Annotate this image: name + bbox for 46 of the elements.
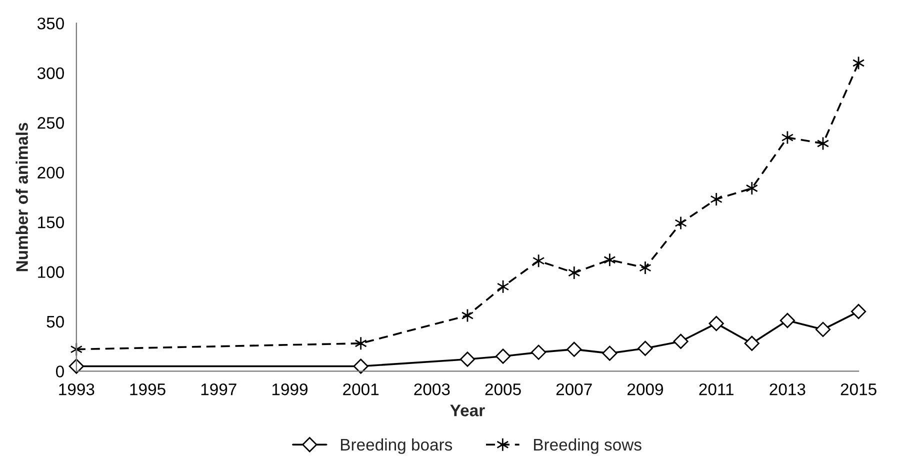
point	[495, 348, 511, 364]
point	[568, 266, 580, 280]
point	[781, 130, 794, 144]
x-tick-label: 2001	[343, 383, 379, 396]
x-tick-label: 2003	[414, 383, 450, 396]
point	[673, 334, 688, 349]
x-tick-label: 1995	[130, 383, 166, 396]
legend-label: Breeding boars	[341, 438, 452, 454]
x-tick-label: 2013	[770, 383, 806, 396]
y-tick-label: 100	[38, 266, 64, 278]
x-tick-label: 2015	[840, 383, 876, 396]
y-tick-label: 250	[38, 117, 64, 129]
x-tick-label: 2005	[485, 383, 521, 396]
point	[710, 192, 722, 206]
x-tick-label: 1997	[201, 383, 236, 396]
y-tick-label: 150	[38, 216, 64, 228]
y-axis-title: Number of animals	[16, 122, 28, 272]
point	[353, 358, 368, 374]
legend-label: Breeding sows	[534, 438, 642, 454]
y-tick-label: 50	[46, 316, 64, 328]
point	[354, 336, 367, 350]
point	[780, 312, 796, 328]
point	[674, 216, 687, 230]
point	[815, 322, 831, 338]
y-tick-label: 200	[38, 166, 64, 179]
point	[850, 304, 866, 320]
x-tick-label: 2007	[556, 383, 592, 396]
x-tick-label: 1993	[59, 383, 94, 396]
point	[744, 336, 760, 351]
point	[746, 181, 758, 196]
x-tick-label: 2009	[628, 383, 663, 396]
point	[639, 260, 652, 275]
x-axis-title: Year	[450, 404, 485, 416]
point	[460, 352, 476, 367]
x-tick-label: 1999	[272, 383, 308, 396]
point	[602, 346, 618, 361]
point	[566, 342, 582, 357]
point	[604, 252, 616, 267]
x-tick-label: 2011	[699, 383, 734, 396]
point	[532, 254, 545, 268]
y-tick-label: 0	[56, 366, 64, 378]
point	[638, 340, 653, 356]
point	[708, 316, 724, 332]
point	[531, 344, 546, 360]
y-tick-label: 350	[37, 18, 64, 30]
y-tick-label: 300	[37, 67, 64, 80]
